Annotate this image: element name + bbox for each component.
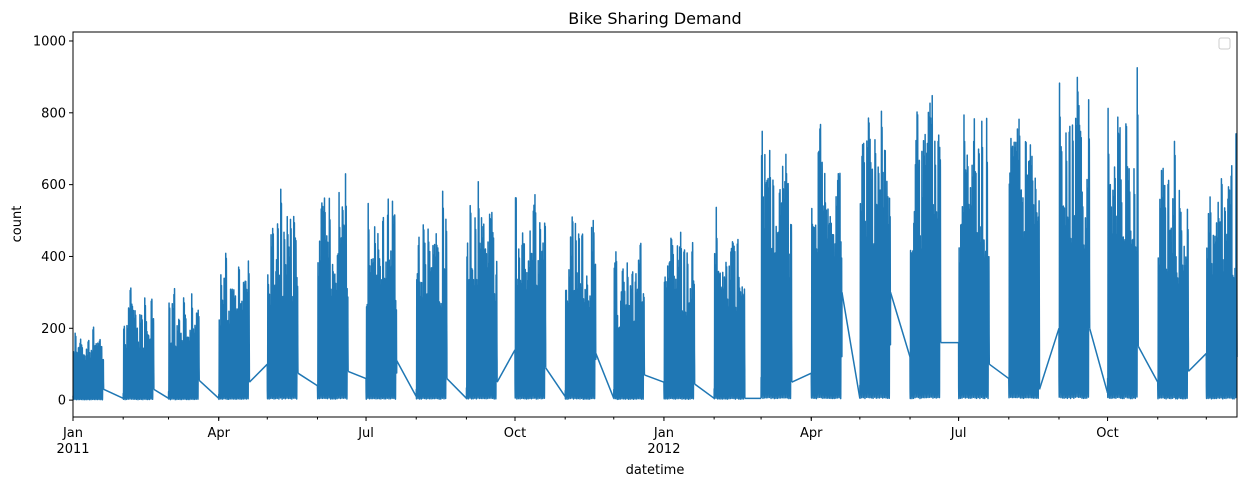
series-segment-2012-08 — [1008, 118, 1041, 400]
series-segment-2011-05 — [266, 188, 299, 400]
series-segment-2012-05 — [859, 110, 892, 400]
x-tick-label: Jul — [357, 426, 374, 441]
y-tick-label: 600 — [41, 178, 66, 193]
plot-frame — [72, 31, 1238, 418]
series-segment-2012-07 — [957, 114, 991, 400]
series-segment-2012-12 — [1205, 133, 1238, 400]
gap-connector-line — [889, 292, 911, 358]
series-segment-2012-03 — [760, 130, 793, 400]
gap-connector-line — [153, 388, 169, 399]
y-axis-label: count — [10, 206, 25, 243]
gap-connector-line — [1187, 352, 1207, 372]
series-segment-2011-06 — [316, 173, 349, 400]
gap-connector-line — [988, 363, 1010, 380]
gap-connector-line — [248, 363, 268, 383]
x-tick-label: Oct — [504, 426, 526, 441]
gap-connector-line — [496, 349, 516, 383]
chart-title: Bike Sharing Demand — [568, 9, 741, 28]
series-segment-2012-11 — [1156, 140, 1190, 400]
gap-connector-line — [1088, 328, 1109, 394]
gap-connector-line — [396, 360, 417, 397]
gap-connector-line — [347, 370, 367, 380]
series-segment-2012-06 — [909, 94, 942, 400]
y-tick-label: 200 — [41, 322, 66, 337]
gap-connector-line — [841, 292, 861, 399]
series-segment-2011-12 — [613, 242, 646, 401]
x-tick-sublabel: 2012 — [647, 442, 680, 457]
x-tick-label: Oct — [1096, 426, 1118, 441]
gap-connector-line — [198, 379, 220, 399]
gap-connector-line — [545, 367, 566, 397]
series-segment-2011-03 — [167, 287, 200, 401]
series-segment-2011-10 — [514, 194, 547, 400]
x-tick-label: Jul — [950, 426, 967, 441]
x-tick-label: Apr — [207, 426, 230, 441]
series-segment-2011-02 — [122, 287, 155, 401]
gap-connector-line — [297, 372, 318, 387]
series-segment-2012-10 — [1106, 67, 1139, 400]
x-tick-label: Apr — [800, 426, 823, 441]
y-tick-label: 0 — [58, 394, 66, 409]
gap-connector-line — [644, 374, 665, 383]
plot-area — [72, 67, 1238, 401]
gap-connector-line — [1038, 328, 1060, 390]
series-segment-2011-08 — [415, 190, 448, 400]
x-tick-label: Jan — [62, 426, 83, 441]
series-segment-2012-02 — [713, 206, 746, 400]
x-axis-label: datetime — [626, 463, 685, 478]
legend-box — [1218, 37, 1231, 50]
gap-connector-line — [694, 383, 715, 399]
series-segment-2011-09 — [465, 181, 498, 400]
series-segment-2011-01 — [72, 326, 105, 401]
series-segment-2011-11 — [564, 216, 597, 400]
x-tick-label: Jan — [653, 426, 674, 441]
gap-connector-line — [103, 388, 124, 400]
y-tick-label: 400 — [41, 250, 66, 265]
series-segment-2011-07 — [365, 198, 398, 400]
series-segment-2011-04 — [217, 252, 251, 401]
gap-connector-line — [791, 372, 812, 383]
gap-connector-line — [595, 353, 615, 399]
series-segment-2012-01 — [663, 231, 696, 400]
y-tick-label: 1000 — [33, 34, 66, 49]
y-tick-label: 800 — [41, 106, 66, 121]
x-tick-sublabel: 2011 — [56, 442, 89, 457]
gap-connector-line — [1137, 345, 1159, 383]
series-segment-2012-09 — [1058, 76, 1091, 400]
series-segment-2012-04 — [810, 123, 843, 400]
gap-connector-line — [446, 378, 467, 399]
